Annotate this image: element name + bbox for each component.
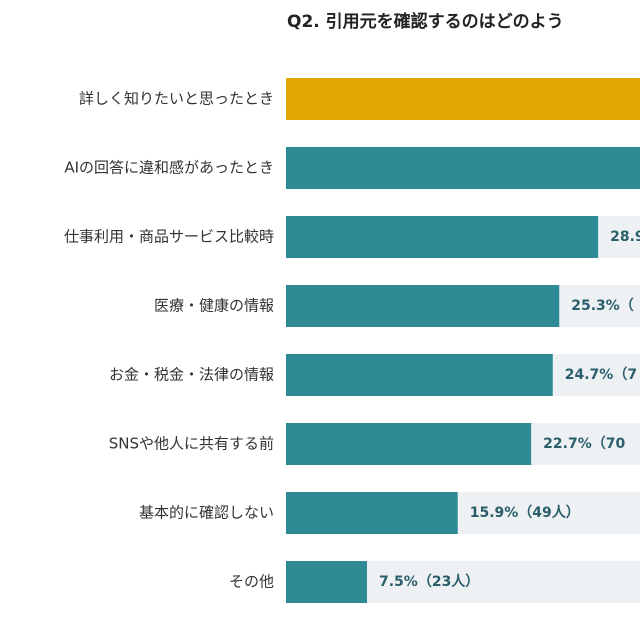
value-label: 22.7%（70 — [543, 436, 625, 452]
bar — [286, 78, 640, 120]
bar — [286, 354, 553, 396]
category-label: 医療・健康の情報 — [154, 297, 274, 315]
category-label: SNSや他人に共有する前 — [109, 435, 274, 453]
value-label: 7.5%（23人） — [379, 573, 479, 590]
bar — [286, 216, 599, 258]
category-label: 詳しく知りたいと思ったとき — [79, 90, 274, 108]
value-label: 24.7%（7 — [565, 367, 637, 383]
bar — [286, 492, 458, 534]
bar — [286, 561, 367, 603]
value-label: 28.9%（ — [610, 229, 640, 245]
category-label: 基本的に確認しない — [139, 504, 274, 522]
category-label: 仕事利用・商品サービス比較時 — [64, 228, 274, 246]
bar — [286, 147, 640, 189]
category-label: その他 — [229, 573, 274, 591]
value-label: 15.9%（49人） — [470, 504, 580, 521]
value-label: 25.3%（ — [571, 298, 634, 314]
category-label: AIの回答に違和感があったとき — [64, 159, 274, 177]
bar — [286, 423, 532, 465]
chart-title: Q2. 引用元を確認するのはどのよう — [287, 11, 564, 32]
bar — [286, 285, 560, 327]
category-label: お金・税金・法律の情報 — [109, 366, 274, 384]
